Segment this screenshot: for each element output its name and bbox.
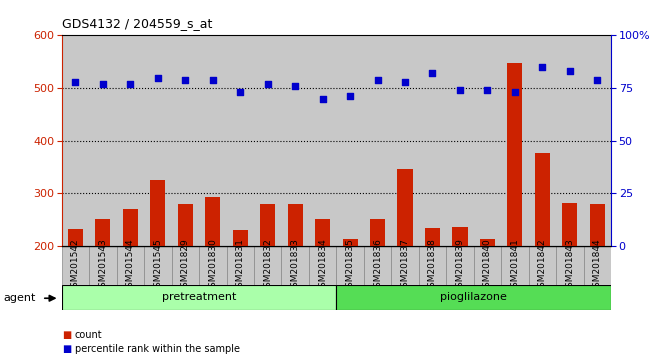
Text: GSM201843: GSM201843 <box>566 238 575 293</box>
Bar <box>480 239 495 351</box>
Text: GDS4132 / 204559_s_at: GDS4132 / 204559_s_at <box>62 17 212 30</box>
Point <box>153 75 163 80</box>
Point <box>592 77 603 82</box>
Bar <box>419 246 446 285</box>
Bar <box>89 246 117 285</box>
Bar <box>178 204 193 351</box>
Bar <box>337 285 611 310</box>
Text: ■: ■ <box>62 344 71 354</box>
Bar <box>309 246 337 285</box>
Bar <box>62 246 89 285</box>
Bar <box>144 246 172 285</box>
Point <box>427 70 437 76</box>
Point <box>565 68 575 74</box>
Bar <box>556 246 584 285</box>
Point <box>482 87 493 93</box>
Point <box>345 94 356 99</box>
Point <box>455 87 465 93</box>
Bar <box>96 219 111 351</box>
Text: GSM201832: GSM201832 <box>263 238 272 293</box>
Point <box>207 77 218 82</box>
Point <box>400 79 410 85</box>
Bar <box>364 246 391 285</box>
Bar <box>562 204 577 351</box>
Text: GSM201829: GSM201829 <box>181 238 190 293</box>
Bar <box>474 246 501 285</box>
Bar <box>150 180 165 351</box>
Text: percentile rank within the sample: percentile rank within the sample <box>75 344 240 354</box>
Text: GSM201544: GSM201544 <box>126 238 135 293</box>
Bar <box>260 204 275 351</box>
Bar <box>391 246 419 285</box>
Point <box>317 96 328 102</box>
Text: GSM201844: GSM201844 <box>593 238 602 293</box>
Text: GSM201841: GSM201841 <box>510 238 519 293</box>
Bar <box>590 204 605 351</box>
Point <box>98 81 108 87</box>
Text: GSM201837: GSM201837 <box>400 238 410 293</box>
Bar <box>535 153 550 351</box>
Text: GSM201842: GSM201842 <box>538 238 547 293</box>
Bar <box>508 63 523 351</box>
Point <box>510 90 520 95</box>
Point <box>290 83 300 89</box>
Bar <box>315 219 330 351</box>
Text: GSM201831: GSM201831 <box>236 238 245 293</box>
Text: GSM201839: GSM201839 <box>456 238 465 293</box>
Bar <box>68 229 83 351</box>
Bar <box>584 246 611 285</box>
Text: GSM201542: GSM201542 <box>71 238 80 293</box>
Bar <box>398 169 413 351</box>
Bar <box>62 285 337 310</box>
Bar <box>288 204 303 351</box>
Point <box>537 64 547 70</box>
Point <box>263 81 273 87</box>
Text: ■: ■ <box>62 330 71 339</box>
Text: GSM201835: GSM201835 <box>346 238 355 293</box>
Point <box>180 77 190 82</box>
Bar <box>233 230 248 351</box>
Bar <box>281 246 309 285</box>
Bar <box>205 196 220 351</box>
Bar <box>254 246 281 285</box>
Bar <box>343 239 358 351</box>
Text: agent: agent <box>3 293 36 303</box>
Text: GSM201830: GSM201830 <box>208 238 217 293</box>
Bar <box>227 246 254 285</box>
Bar <box>425 228 440 351</box>
Bar <box>117 246 144 285</box>
Point <box>372 77 383 82</box>
Bar <box>123 209 138 351</box>
Text: GSM201834: GSM201834 <box>318 238 327 293</box>
Text: pretreatment: pretreatment <box>162 292 236 302</box>
Bar <box>172 246 199 285</box>
Bar <box>446 246 474 285</box>
Text: GSM201840: GSM201840 <box>483 238 492 293</box>
Text: count: count <box>75 330 103 339</box>
Text: GSM201543: GSM201543 <box>98 238 107 293</box>
Bar <box>528 246 556 285</box>
Bar <box>501 246 528 285</box>
Text: pioglilazone: pioglilazone <box>440 292 507 302</box>
Text: GSM201545: GSM201545 <box>153 238 162 293</box>
Bar <box>452 227 467 351</box>
Bar <box>337 246 364 285</box>
Point <box>125 81 136 87</box>
Text: GSM201838: GSM201838 <box>428 238 437 293</box>
Bar <box>370 219 385 351</box>
Point <box>235 90 246 95</box>
Text: GSM201833: GSM201833 <box>291 238 300 293</box>
Point <box>70 79 81 85</box>
Text: GSM201836: GSM201836 <box>373 238 382 293</box>
Bar <box>199 246 227 285</box>
